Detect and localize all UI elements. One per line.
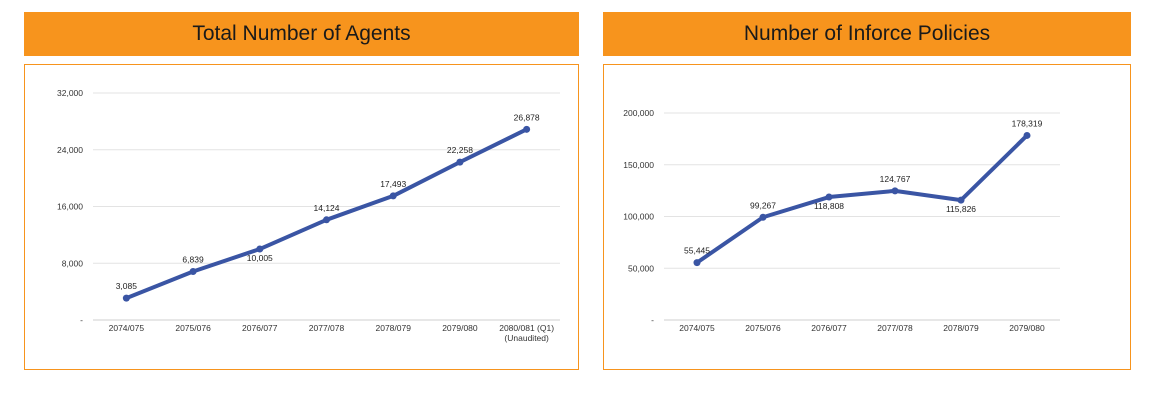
agents-chart-panel: Total Number of Agents - 8,000 16,000 24,00…	[24, 12, 579, 370]
data-label: 17,493	[380, 179, 406, 189]
agents-chart-title: Total Number of Agents	[24, 12, 579, 56]
data-point	[189, 267, 197, 275]
policies-chart-title: Number of Inforce Policies	[603, 12, 1131, 56]
data-label: 3,085	[116, 281, 138, 291]
x-tick-label: (Unaudited)	[504, 333, 549, 343]
x-tick-label: 2079/080	[1009, 323, 1045, 333]
y-tick-label: -	[651, 315, 654, 325]
x-tick-label: 2079/080	[442, 323, 478, 333]
x-tick-label: 2077/078	[309, 323, 345, 333]
agents-chart-frame: - 8,000 16,000 24,000 32,000 2074/075 2075/076…	[24, 64, 579, 370]
y-tick-label: 8,000	[62, 258, 84, 268]
x-tick-label: 2076/077	[242, 323, 278, 333]
y-tick-label: 50,000	[628, 263, 654, 273]
y-tick-label: 200,000	[623, 108, 654, 118]
data-point	[957, 196, 965, 204]
y-tick-label: 100,000	[623, 212, 654, 222]
y-tick-label: 24,000	[57, 145, 83, 155]
data-label: 178,319	[1012, 118, 1043, 128]
x-tick-label: 2080/081 (Q1)	[499, 323, 554, 333]
data-label: 6,839	[182, 254, 204, 264]
x-tick-label: 2077/078	[877, 323, 913, 333]
x-tick-label: 2075/076	[745, 323, 781, 333]
data-point	[1023, 131, 1031, 139]
data-point	[256, 245, 264, 253]
data-label: 26,878	[514, 112, 540, 122]
policies-chart-frame: - 50,000 100,000 150,000 200,000 2074/075 2075…	[603, 64, 1131, 370]
series-line	[695, 133, 1029, 265]
data-label: 99,267	[750, 200, 776, 210]
x-tick-label: 2078/079	[943, 323, 979, 333]
data-label: 115,826	[946, 204, 976, 214]
policies-line-chart: - 50,000 100,000 150,000 200,000 2074/075 2075…	[623, 108, 1060, 333]
data-point	[389, 192, 397, 200]
y-tick-label: 32,000	[57, 88, 83, 98]
data-point	[693, 259, 701, 267]
data-label: 124,767	[880, 174, 911, 184]
data-label: 14,124	[314, 203, 340, 213]
x-tick-label: 2076/077	[811, 323, 847, 333]
data-point	[825, 193, 833, 201]
data-point	[323, 216, 330, 224]
data-label: 10,005	[247, 253, 273, 263]
data-label: 55,445	[684, 246, 710, 256]
y-tick-label: -	[80, 315, 83, 325]
data-point	[456, 158, 464, 166]
data-point	[891, 187, 899, 195]
data-point	[759, 213, 767, 221]
x-tick-label: 2074/075	[109, 323, 145, 333]
x-tick-label: 2078/079	[375, 323, 411, 333]
data-point	[523, 125, 531, 133]
x-tick-label: 2074/075	[679, 323, 715, 333]
policies-chart-panel: Number of Inforce Policies - 50,000 100,00…	[603, 12, 1131, 370]
agents-line-chart: - 8,000 16,000 24,000 32,000 2074/075 2075/076…	[57, 88, 560, 343]
y-tick-label: 150,000	[623, 160, 654, 170]
data-point	[122, 294, 130, 302]
x-tick-label: 2075/076	[175, 323, 211, 333]
data-label: 22,258	[447, 145, 473, 155]
y-tick-label: 16,000	[57, 202, 83, 212]
data-label: 118,808	[814, 201, 844, 211]
